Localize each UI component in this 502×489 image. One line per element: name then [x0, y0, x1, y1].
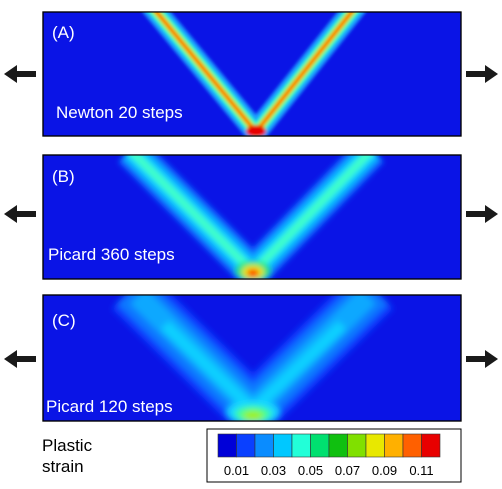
- panel-a-shear-band: [142, 12, 366, 136]
- legend-tick-label: 0.09: [372, 463, 397, 478]
- panel-c-caption: Picard 120 steps: [46, 397, 173, 416]
- legend-tick-label: 0.01: [224, 463, 249, 478]
- legend-title-line-2: strain: [42, 457, 84, 476]
- legend-swatch: [236, 433, 256, 458]
- panel-a-right-arrow-icon: [466, 65, 498, 83]
- panel-c-left-arrow-icon: [4, 350, 36, 368]
- panel-b-right-arrow-icon: [466, 205, 498, 223]
- legend: Plastic strain 0.01 0.03 0.05 0.07 0.09 0.11: [42, 428, 462, 483]
- panel-a: (A) Newton 20 steps: [4, 11, 498, 137]
- panel-c: (C) Picard 120 steps: [4, 294, 498, 422]
- panel-b-caption: Picard 360 steps: [48, 245, 175, 264]
- panel-b: (B) Picard 360 steps: [4, 154, 498, 280]
- panel-c-right-arrow-icon: [466, 350, 498, 368]
- legend-tick-label: 0.11: [409, 463, 433, 478]
- panel-c-label: (C): [52, 311, 76, 330]
- legend-swatch: [328, 433, 348, 458]
- legend-swatch: [402, 433, 422, 458]
- legend-tick-label: 0.03: [261, 463, 286, 478]
- legend-swatch: [291, 433, 311, 458]
- legend-swatch: [217, 433, 237, 458]
- panel-a-label: (A): [52, 23, 75, 42]
- panel-b-shear-band: [118, 155, 385, 279]
- panel-a-caption: Newton 20 steps: [56, 103, 183, 122]
- legend-swatch: [310, 433, 330, 458]
- panel-a-left-arrow-icon: [4, 65, 36, 83]
- legend-colorbar: [217, 433, 441, 458]
- panel-b-left-arrow-icon: [4, 205, 36, 223]
- legend-swatch: [365, 433, 385, 458]
- legend-swatch: [421, 433, 441, 458]
- panel-b-label: (B): [52, 167, 75, 186]
- legend-swatch: [384, 433, 404, 458]
- legend-swatch: [347, 433, 367, 458]
- legend-swatch: [254, 433, 274, 458]
- legend-tick-label: 0.07: [335, 463, 360, 478]
- legend-tick-labels: 0.01 0.03 0.05 0.07 0.09 0.11: [224, 463, 434, 478]
- legend-title-line-1: Plastic: [42, 436, 93, 455]
- panel-c-shear-band: [111, 295, 394, 421]
- legend-tick-label: 0.05: [298, 463, 323, 478]
- legend-swatch: [273, 433, 293, 458]
